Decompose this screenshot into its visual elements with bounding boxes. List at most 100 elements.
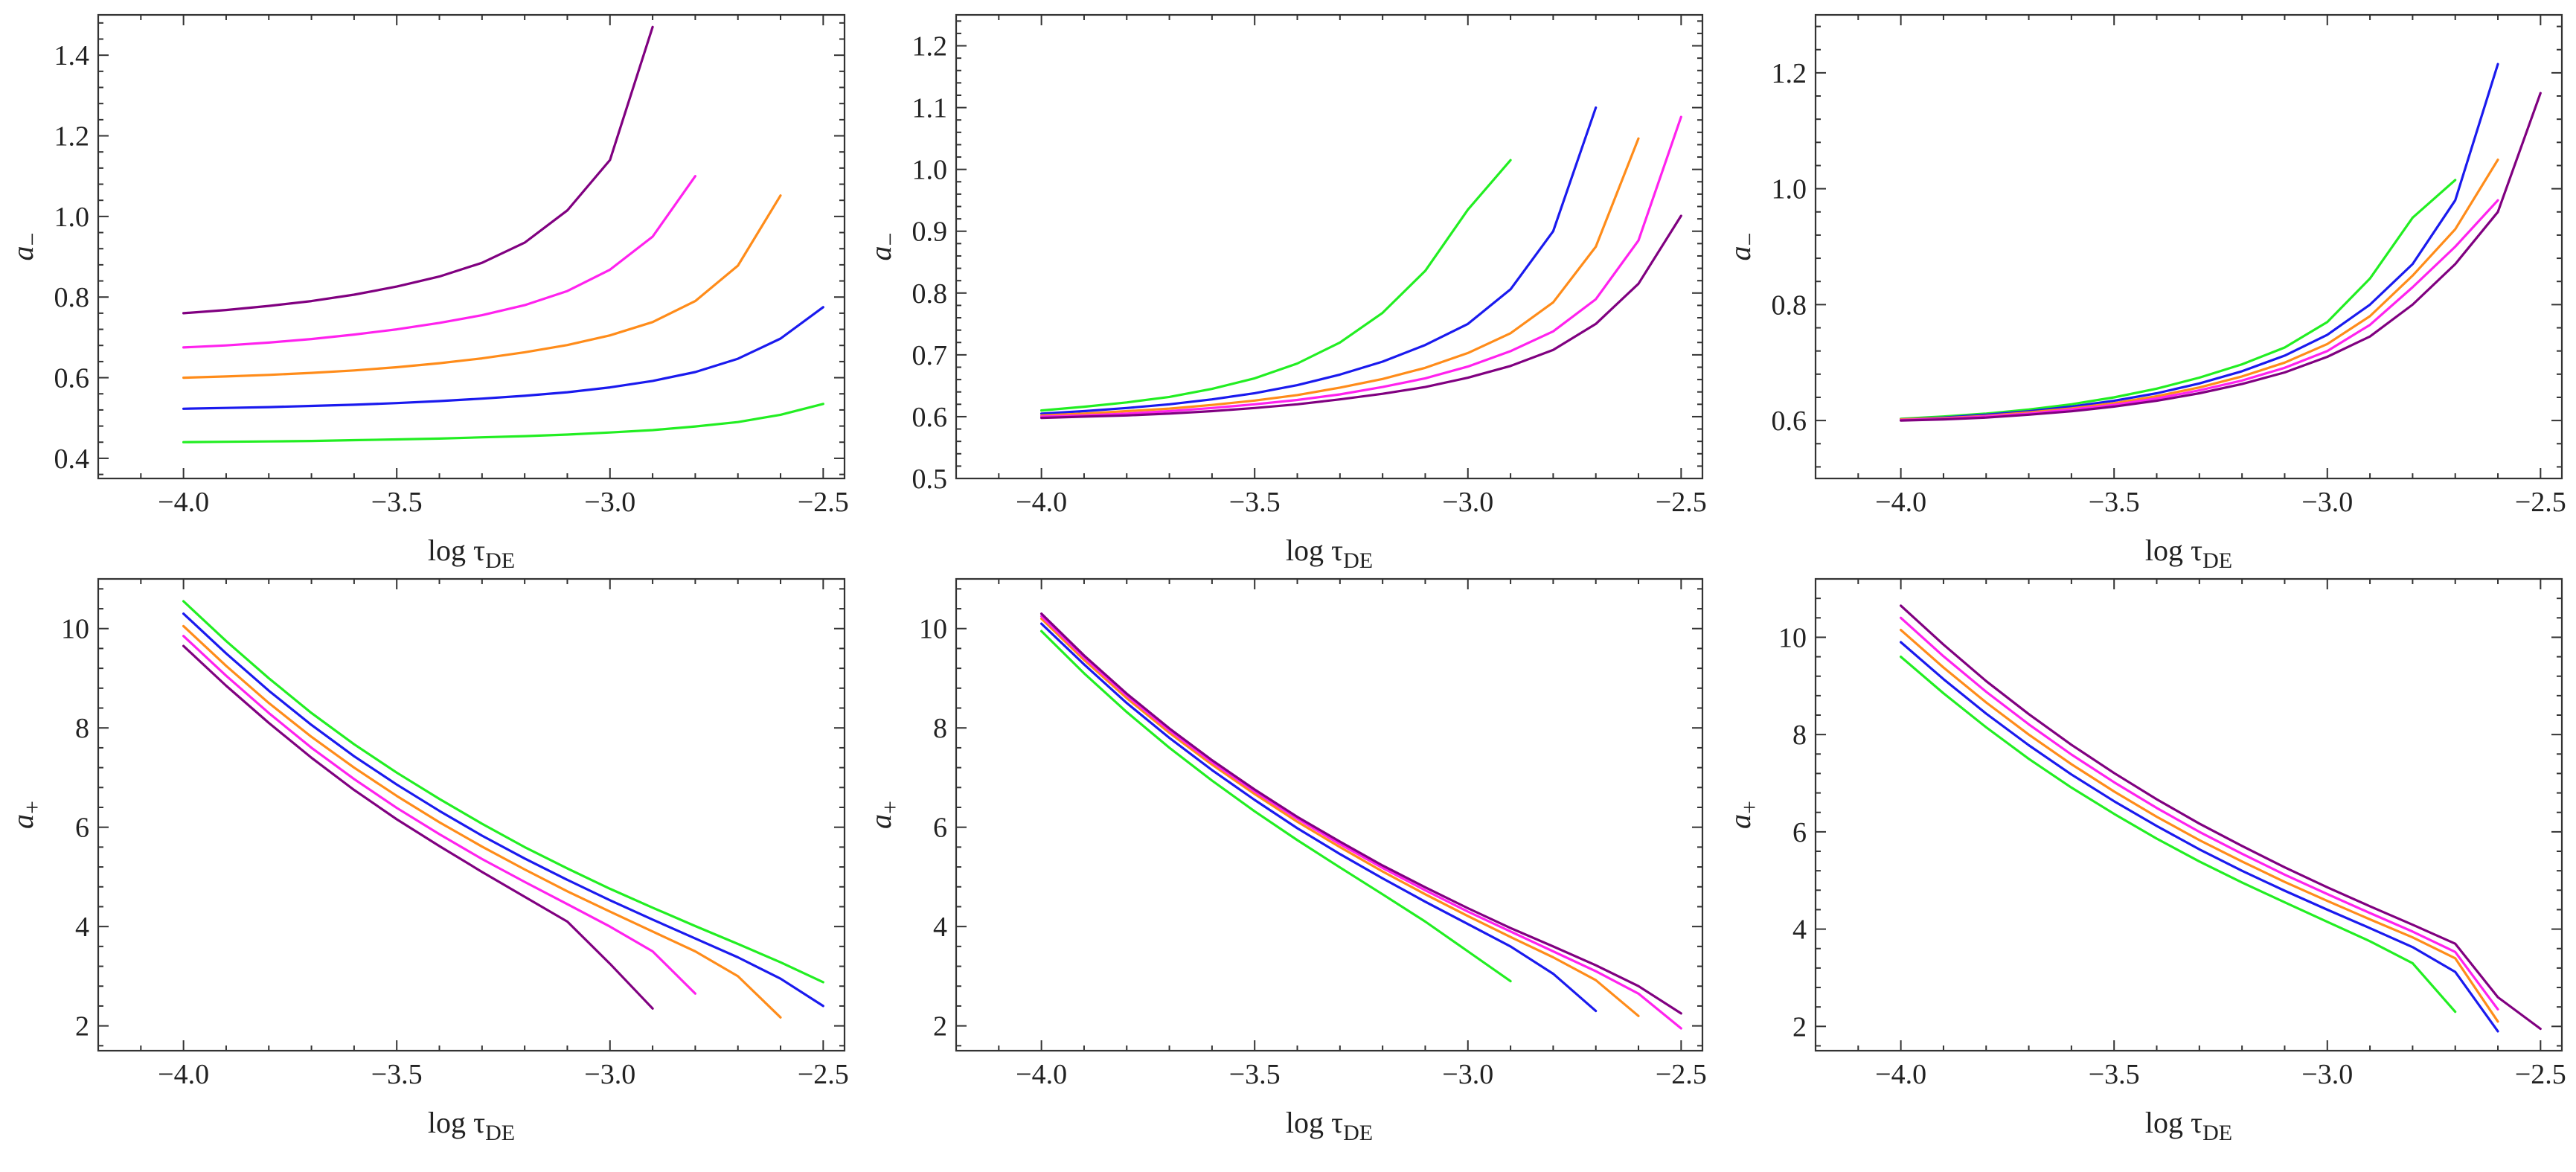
y-tick-label: 0.8 — [54, 282, 90, 313]
series-line-blue — [1900, 641, 2499, 1033]
y-axis-label-main: a — [6, 814, 39, 829]
series-line-orange — [182, 194, 782, 380]
y-axis-label-main: a — [864, 246, 897, 261]
y-tick-label: 0.9 — [912, 217, 948, 248]
y-tick-label: 1.4 — [54, 40, 90, 71]
x-axis-label-sub: DE — [485, 548, 515, 573]
series-line-blue — [1900, 63, 2499, 421]
series-line-orange — [1040, 617, 1640, 1017]
x-tick-label: −2.5 — [1656, 487, 1707, 518]
y-tick-label: 0.6 — [54, 363, 90, 394]
y-tick-label: 0.5 — [912, 464, 948, 495]
x-tick-label: −4.0 — [1875, 1059, 1926, 1090]
y-tick-label: 2 — [933, 1011, 947, 1043]
y-axis-label: a− — [1723, 232, 1763, 260]
plot-frame — [1814, 577, 2563, 1052]
series-line-magenta — [1040, 615, 1682, 1030]
y-tick-label: 0.8 — [1772, 289, 1807, 321]
y-tick-label: 2 — [75, 1011, 89, 1043]
y-tick-label: 0.6 — [912, 402, 948, 433]
series-line-green — [182, 600, 824, 984]
x-tick-label: −3.0 — [1442, 1059, 1493, 1090]
series-line-magenta — [1900, 616, 2499, 1011]
y-tick-label: 1.2 — [912, 31, 948, 63]
x-tick-label: −4.0 — [1016, 1059, 1067, 1090]
x-tick-label: −3.5 — [1229, 1059, 1281, 1090]
series-line-magenta — [182, 175, 696, 349]
y-tick-label: 0.7 — [912, 340, 948, 371]
y-axis-label-sub: + — [1736, 801, 1763, 814]
y-axis-label-sub: − — [877, 232, 903, 246]
series-group — [182, 25, 824, 443]
series-line-purple — [182, 25, 654, 315]
series-line-purple — [1040, 612, 1682, 1015]
y-tick-label: 8 — [933, 713, 947, 744]
x-axis-label-main: log τ — [428, 1106, 485, 1139]
series-group — [182, 600, 824, 1019]
x-tick-label: −3.0 — [2301, 1059, 2353, 1090]
series-group — [1900, 63, 2542, 422]
y-axis-label-main: a — [864, 814, 897, 829]
series-line-blue — [1040, 622, 1598, 1013]
y-tick-label: 1.2 — [54, 121, 90, 153]
y-axis-label: a+ — [1723, 801, 1763, 829]
x-axis-label-main: log τ — [2145, 534, 2202, 567]
x-tick-label: −2.5 — [798, 1059, 849, 1090]
series-line-green — [1900, 179, 2457, 420]
y-axis-label-main: a — [1723, 814, 1757, 829]
y-tick-label: 1.0 — [912, 155, 948, 186]
y-tick-label: 0.4 — [54, 443, 90, 475]
x-tick-label: −2.5 — [798, 487, 849, 518]
series-line-magenta — [1040, 115, 1682, 418]
x-axis-label-sub: DE — [2202, 548, 2232, 573]
series-line-purple — [1040, 214, 1682, 420]
x-tick-label: −3.0 — [1442, 487, 1493, 518]
x-tick-label: −4.0 — [158, 1059, 209, 1090]
series-line-blue — [182, 306, 824, 410]
x-axis-label-main: log τ — [2145, 1106, 2202, 1139]
y-tick-label: 1.0 — [54, 202, 90, 233]
x-tick-label: −2.5 — [2515, 487, 2566, 518]
series-group — [1040, 106, 1682, 420]
y-tick-label: 0.8 — [912, 278, 948, 310]
y-axis-label-sub: + — [877, 801, 903, 814]
series-line-green — [1040, 630, 1512, 983]
y-axis-label: a− — [6, 232, 45, 260]
y-tick-label: 2 — [1792, 1011, 1807, 1043]
y-tick-label: 8 — [1792, 720, 1807, 751]
x-axis-label: log τDE — [2145, 534, 2232, 573]
series-line-orange — [1040, 137, 1640, 417]
series-line-purple — [1900, 604, 2542, 1031]
x-tick-label: −3.0 — [2301, 487, 2353, 518]
chart-panel-top-right: −4.0 −3.5 −3.0 −2.5 0.6 0.8 1.0 1.2 log τDE a− — [1723, 13, 2566, 573]
y-tick-label: 10 — [1778, 622, 1807, 653]
series-line-magenta — [182, 635, 696, 995]
x-tick-label: −4.0 — [1016, 487, 1067, 518]
series-line-orange — [1900, 629, 2499, 1023]
x-axis-label: log τDE — [428, 534, 515, 573]
y-tick-label: 0.6 — [1772, 406, 1807, 437]
series-line-green — [1040, 158, 1512, 412]
y-axis-label-main: a — [1723, 246, 1757, 261]
series-line-green — [182, 403, 824, 443]
chart-panel-top-left: −4.0 −3.5 −3.0 −2.5 0.4 0.6 0.8 1.0 1.2 1.4 log τD… — [6, 13, 849, 573]
y-tick-label: 6 — [75, 813, 89, 844]
series-line-blue — [182, 612, 824, 1008]
series-line-blue — [1040, 106, 1598, 415]
x-tick-label: −3.0 — [584, 487, 635, 518]
y-tick-label: 1.2 — [1772, 58, 1807, 89]
y-tick-label: 6 — [1792, 817, 1807, 848]
y-axis-label-sub: − — [19, 232, 45, 246]
x-tick-label: −2.5 — [1656, 1059, 1707, 1090]
x-axis-label-sub: DE — [1343, 548, 1373, 573]
y-axis-label: a+ — [864, 801, 903, 829]
plot-frame — [955, 577, 1704, 1052]
chart-panel-bottom-middle: −4.0 −3.5 −3.0 −2.5 2 4 6 8 10 log τDE a+ — [864, 577, 1707, 1145]
chart-panel-bottom-right: −4.0 −3.5 −3.0 −2.5 2 4 6 8 10 log τDE a+ — [1723, 577, 2566, 1145]
series-group — [1900, 604, 2542, 1033]
x-axis-label-main: log τ — [428, 534, 485, 567]
x-axis-label: log τDE — [428, 1106, 515, 1145]
x-tick-label: −2.5 — [2515, 1059, 2566, 1090]
y-tick-label: 4 — [1792, 915, 1807, 946]
